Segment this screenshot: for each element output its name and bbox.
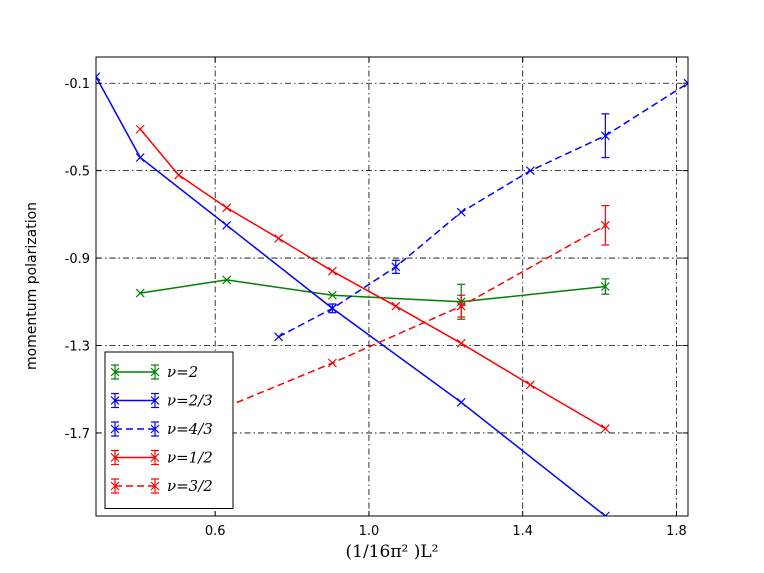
data-point <box>600 220 610 230</box>
y-tick-label: -1.3 <box>65 340 90 355</box>
x-axis-label: (1/16π² )L² <box>346 542 439 562</box>
data-point <box>222 275 232 285</box>
x-tick-label: 1.0 <box>359 524 380 539</box>
legend-box <box>104 351 234 509</box>
legend-marker <box>150 367 160 377</box>
data-point <box>391 262 401 272</box>
data-point <box>327 303 337 313</box>
legend-marker <box>150 481 160 491</box>
series-ν=4/3 <box>274 78 688 342</box>
data-point <box>600 424 610 433</box>
data-point <box>600 511 610 516</box>
legend: ν=2 ν=2/3 ν=4/3 ν=1/2 ν=3/2 <box>104 351 234 509</box>
series-line <box>226 224 606 408</box>
x-tick-label: 1.4 <box>512 524 533 539</box>
data-point <box>525 166 535 176</box>
plot-frame <box>95 56 689 517</box>
legend-marker <box>110 367 120 377</box>
y-tick-label: -0.1 <box>65 77 90 92</box>
data-point <box>456 207 466 217</box>
legend-label: ν=3/2 <box>167 477 213 495</box>
legend-marker <box>150 424 160 434</box>
plot-area <box>96 72 688 516</box>
series-line <box>96 76 606 516</box>
data-point <box>174 170 184 180</box>
data-point <box>135 153 145 162</box>
series-group <box>96 72 688 516</box>
y-axis-label: momentum polarization <box>24 202 40 370</box>
y-tick-label: -0.9 <box>65 252 90 267</box>
legend-marker <box>150 396 160 405</box>
legend-marker <box>110 396 120 405</box>
data-point <box>525 380 535 390</box>
legend-marker <box>110 424 120 434</box>
data-point <box>456 301 466 311</box>
data-point <box>327 358 337 368</box>
x-tick-label: 0.6 <box>205 524 226 539</box>
data-point <box>600 131 610 141</box>
legend-marker <box>110 481 120 491</box>
data-point <box>327 290 337 300</box>
series-ν=2/3 <box>96 72 610 516</box>
data-point <box>600 282 610 291</box>
series-ν=3/2 <box>222 205 610 412</box>
data-point <box>327 266 337 276</box>
data-point <box>222 220 232 230</box>
data-point <box>96 72 101 82</box>
ticks: 0.6 1.0 1.4 1.8 -0.1 -0.5 -0.9 -1.3 -1.7 <box>65 57 688 539</box>
y-tick-label: -1.7 <box>65 427 90 442</box>
data-point <box>274 233 284 243</box>
data-point <box>391 301 401 311</box>
series-ν=1/2 <box>135 124 610 433</box>
data-point <box>135 124 145 134</box>
data-point <box>274 332 284 342</box>
legend-label: ν=2 <box>167 363 198 381</box>
legend-marker <box>110 453 120 462</box>
legend-label: ν=2/3 <box>167 392 213 410</box>
data-point <box>222 203 232 213</box>
data-point <box>456 338 466 348</box>
x-tick-label: 1.8 <box>666 524 687 539</box>
legend-marker <box>150 453 160 462</box>
y-tick-label: -0.5 <box>65 165 90 180</box>
legend-label: ν=4/3 <box>167 420 213 438</box>
data-point <box>135 288 145 298</box>
data-point <box>456 397 466 407</box>
legend-label: ν=1/2 <box>167 449 213 467</box>
data-point <box>683 78 688 88</box>
